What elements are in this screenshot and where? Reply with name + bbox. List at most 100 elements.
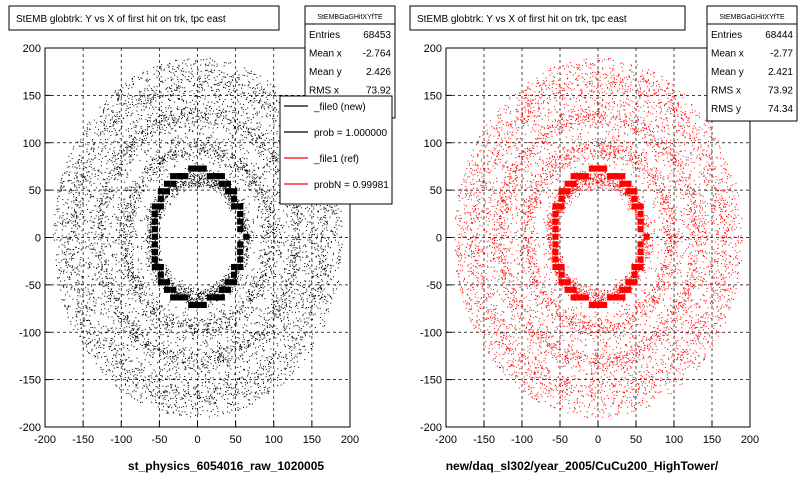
scatter-point xyxy=(197,103,199,105)
scatter-point xyxy=(102,143,104,145)
scatter-point xyxy=(188,294,190,296)
scatter-point xyxy=(80,175,82,177)
scatter-point xyxy=(192,290,194,292)
scatter-point xyxy=(210,302,212,304)
scatter-point xyxy=(278,374,280,376)
scatter-point xyxy=(68,253,70,255)
scatter-point xyxy=(208,306,210,307)
scatter-point xyxy=(120,317,121,319)
scatter-point xyxy=(225,382,227,384)
scatter-point xyxy=(183,340,184,342)
scatter-point xyxy=(260,177,261,179)
scatter-point xyxy=(72,163,74,165)
scatter-point xyxy=(126,186,128,188)
scatter-point xyxy=(119,285,121,287)
scatter-point xyxy=(103,110,105,111)
scatter-point xyxy=(173,69,175,70)
scatter-point xyxy=(336,228,338,230)
scatter-point xyxy=(161,278,163,280)
scatter-point xyxy=(112,358,113,359)
scatter-point xyxy=(102,281,104,283)
scatter-point xyxy=(210,184,212,186)
scatter-point xyxy=(127,145,129,146)
scatter-point xyxy=(273,215,275,217)
scatter-point xyxy=(86,128,88,130)
scatter-point xyxy=(307,239,309,241)
scatter-point xyxy=(151,302,153,304)
scatter-point xyxy=(80,145,82,147)
scatter-point xyxy=(267,313,268,315)
scatter-point xyxy=(130,169,132,171)
scatter-point xyxy=(215,183,217,184)
scatter-point xyxy=(150,381,152,383)
scatter-point xyxy=(194,293,196,295)
scatter-point xyxy=(190,291,192,293)
scatter-point xyxy=(247,247,249,249)
scatter-point xyxy=(290,243,292,245)
scatter-point xyxy=(324,268,326,270)
scatter-point xyxy=(116,134,118,136)
scatter-point xyxy=(86,131,88,132)
scatter-point xyxy=(223,413,224,415)
scatter-point xyxy=(208,402,210,404)
scatter-point xyxy=(67,166,69,168)
scatter-point xyxy=(62,284,64,286)
scatter-point xyxy=(119,168,121,170)
scatter-point xyxy=(195,175,197,176)
scatter-point xyxy=(262,167,264,169)
scatter-point xyxy=(227,340,229,342)
scatter-point xyxy=(177,354,179,356)
scatter-point xyxy=(215,151,217,153)
scatter-point xyxy=(149,305,151,307)
scatter-point xyxy=(292,337,294,339)
scatter-point xyxy=(185,182,187,184)
scatter-point xyxy=(296,289,298,290)
scatter-point xyxy=(299,285,301,287)
scatter-point xyxy=(258,333,260,335)
scatter-point xyxy=(114,166,116,168)
scatter-point xyxy=(176,359,178,361)
scatter-point xyxy=(187,184,189,186)
scatter-point xyxy=(153,120,155,122)
scatter-point xyxy=(308,294,310,296)
scatter-point xyxy=(278,314,280,316)
scatter-point xyxy=(245,384,247,386)
scatter-point xyxy=(239,141,241,143)
scatter-point xyxy=(153,91,155,93)
scatter-point xyxy=(188,71,190,73)
scatter-point xyxy=(270,270,272,272)
scatter-point xyxy=(61,235,63,237)
scatter-point xyxy=(324,217,326,219)
scatter-point xyxy=(253,117,254,118)
scatter-point xyxy=(216,386,218,388)
scatter-point xyxy=(244,67,246,69)
scatter-point xyxy=(189,297,190,299)
scatter-point xyxy=(161,342,163,344)
scatter-point xyxy=(213,83,215,85)
scatter-point xyxy=(105,325,107,327)
scatter-point xyxy=(178,367,180,369)
scatter-point xyxy=(118,239,120,241)
scatter-point xyxy=(56,208,58,210)
scatter-point xyxy=(339,249,341,251)
scatter-point xyxy=(140,263,142,264)
scatter-point xyxy=(152,106,154,108)
scatter-point xyxy=(86,133,88,135)
scatter-point xyxy=(297,307,299,309)
scatter-point xyxy=(106,168,108,170)
scatter-point xyxy=(137,367,139,369)
scatter-point xyxy=(188,373,190,375)
scatter-point xyxy=(88,264,90,265)
scatter-point xyxy=(119,111,121,113)
scatter-point xyxy=(169,70,170,72)
scatter-point xyxy=(118,98,119,100)
scatter-point xyxy=(149,103,151,104)
scatter-point xyxy=(197,178,199,180)
scatter-point xyxy=(157,94,159,96)
scatter-point xyxy=(243,378,245,380)
scatter-point xyxy=(126,370,128,372)
scatter-point xyxy=(198,125,200,126)
scatter-point xyxy=(336,262,338,264)
scatter-point xyxy=(202,126,204,128)
scatter-point xyxy=(284,268,286,270)
